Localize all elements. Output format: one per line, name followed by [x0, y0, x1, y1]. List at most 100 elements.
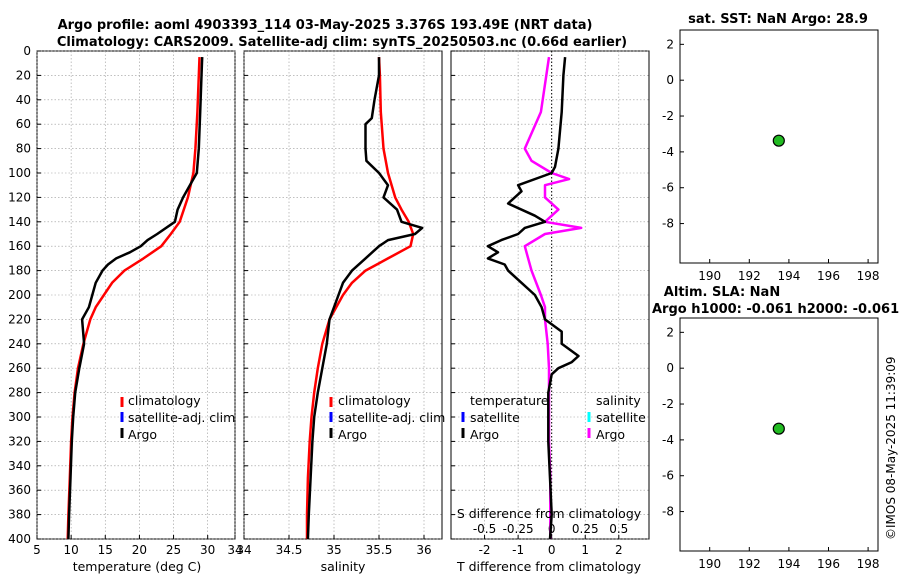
- temperature-legend: climatology satellite-adj. clim Argo: [120, 393, 235, 442]
- legend-label-climatology: climatology: [128, 393, 201, 408]
- x-tick-label-salinity: 0.25: [572, 522, 599, 536]
- map-y-tick-label: -8: [662, 217, 674, 231]
- temperature-Argo-line: [67, 57, 204, 540]
- salinity-legend: climatology satellite-adj. clim Argo: [329, 393, 445, 442]
- map-y-tick-label: -6: [662, 469, 674, 483]
- x-tick-label-salinity: 0.5: [609, 522, 628, 536]
- x-tick-label: 0: [548, 543, 556, 557]
- x-tick-label: 5: [33, 543, 41, 557]
- legend-label-t-satellite: satellite: [470, 410, 520, 425]
- figure-title-line2: Climatology: CARS2009. Satellite-adj cli…: [57, 35, 627, 50]
- depth-tick-label: 120: [8, 190, 31, 204]
- depth-tick-label: 180: [8, 264, 31, 278]
- depth-tick-label: 60: [16, 117, 31, 131]
- difference-xlabel: T difference from climatology: [456, 559, 642, 574]
- sla-map-title2: Argo h1000: -0.061 h2000: -0.061: [652, 302, 899, 317]
- depth-tick-label: 40: [16, 93, 31, 107]
- depth-tick-label: 380: [8, 508, 31, 522]
- depth-tick-label: 280: [8, 386, 31, 400]
- legend-header-salinity: salinity: [596, 393, 641, 408]
- map-x-tick-label: 196: [817, 269, 840, 283]
- depth-tick-label: 100: [8, 166, 31, 180]
- legend-label-satellite: satellite-adj. clim: [338, 410, 445, 425]
- sst-map-title: sat. SST: NaN Argo: 28.9: [688, 12, 868, 27]
- x-tick-label: 34: [236, 543, 251, 557]
- x-tick-label: 10: [63, 543, 78, 557]
- map-x-tick-label: 192: [738, 557, 761, 571]
- difference-xlabel2: S difference from climatology: [457, 506, 642, 521]
- sst-map-panel: [679, 29, 879, 264]
- map-y-tick-label: -6: [662, 181, 674, 195]
- map-x-tick-label: 190: [698, 269, 721, 283]
- x-tick-label: 15: [98, 543, 113, 557]
- depth-tick-label: 220: [8, 312, 31, 326]
- x-tick-label: 35: [326, 543, 341, 557]
- x-tick-label: -1: [512, 543, 524, 557]
- map-x-tick-label: 198: [857, 557, 880, 571]
- depth-tick-label: 140: [8, 215, 31, 229]
- legend-label-argo: Argo: [128, 427, 157, 442]
- x-tick-label: 2: [615, 543, 623, 557]
- map-x-tick-label: 190: [698, 557, 721, 571]
- lines-layer: [66, 56, 583, 540]
- points-layer: [772, 134, 785, 435]
- x-tick-label: 25: [166, 543, 181, 557]
- x-tick-label-salinity: -0.5: [473, 522, 496, 536]
- x-tick-label: 36: [416, 543, 431, 557]
- depth-tick-label: 240: [8, 337, 31, 351]
- imos-timestamp: ©IMOS 08-May-2025 11:39:09: [884, 356, 898, 540]
- salinity-xlabel: salinity: [321, 559, 366, 574]
- legend-label-s-satellite: satellite: [596, 410, 646, 425]
- argo-location-marker: [772, 134, 785, 147]
- legend-label-argo: Argo: [338, 427, 367, 442]
- difference-temperature-argo-line: [486, 56, 580, 540]
- map-y-tick-label: -2: [662, 397, 674, 411]
- depth-tick-label: 260: [8, 361, 31, 375]
- salinity-Argo-line: [306, 57, 424, 540]
- map-x-tick-label: 194: [777, 557, 800, 571]
- x-tick-label: 30: [200, 543, 215, 557]
- legend-label-t-argo: Argo: [470, 427, 499, 442]
- map-x-tick-label: 194: [777, 269, 800, 283]
- map-x-tick-label: 198: [857, 269, 880, 283]
- x-tick-label: 1: [581, 543, 589, 557]
- x-tick-label: -2: [479, 543, 491, 557]
- salinity-climatology-line: [305, 57, 415, 539]
- map-x-tick-label: 192: [738, 269, 761, 283]
- sla-map-panel: [679, 317, 879, 552]
- depth-tick-label: 160: [8, 239, 31, 253]
- depth-tick-label: 300: [8, 410, 31, 424]
- map-y-tick-label: -2: [662, 109, 674, 123]
- map-x-tick-label: 196: [817, 557, 840, 571]
- depth-tick-label: 320: [8, 434, 31, 448]
- depth-tick-label: 400: [8, 532, 31, 546]
- temperature-xlabel: temperature (deg C): [73, 559, 202, 574]
- map-y-tick-label: 2: [666, 37, 674, 51]
- legend-label-s-argo: Argo: [596, 427, 625, 442]
- difference-legend: temperature satellite Argo salinity sate…: [461, 393, 646, 442]
- x-tick-label: 34: [227, 543, 242, 557]
- depth-tick-label: 0: [23, 44, 31, 58]
- legend-label-satellite: satellite-adj. clim: [128, 410, 235, 425]
- depth-tick-label: 200: [8, 288, 31, 302]
- x-tick-label: 20: [132, 543, 147, 557]
- depth-tick-label: 80: [16, 142, 31, 156]
- x-tick-label: 35.5: [366, 543, 393, 557]
- temperature-climatology-line: [66, 57, 201, 540]
- ticks-layer: 0204060801001201401601802002202402602803…: [8, 37, 879, 571]
- map-y-tick-label: 0: [666, 361, 674, 375]
- sla-map-title: Altim. SLA: NaN: [664, 285, 780, 300]
- legend-header-temperature: temperature: [470, 393, 549, 408]
- depth-tick-label: 20: [16, 68, 31, 82]
- depth-tick-label: 360: [8, 483, 31, 497]
- legend-label-climatology: climatology: [338, 393, 411, 408]
- map-y-tick-label: 0: [666, 73, 674, 87]
- map-y-tick-label: -4: [662, 145, 674, 159]
- figure-title-line1: Argo profile: aoml 4903393_114 03-May-20…: [58, 18, 593, 33]
- x-tick-label: 34.5: [276, 543, 303, 557]
- difference-salinity-argo-line: [523, 56, 583, 539]
- depth-tick-label: 340: [8, 459, 31, 473]
- map-y-tick-label: -8: [662, 505, 674, 519]
- map-y-tick-label: -4: [662, 433, 674, 447]
